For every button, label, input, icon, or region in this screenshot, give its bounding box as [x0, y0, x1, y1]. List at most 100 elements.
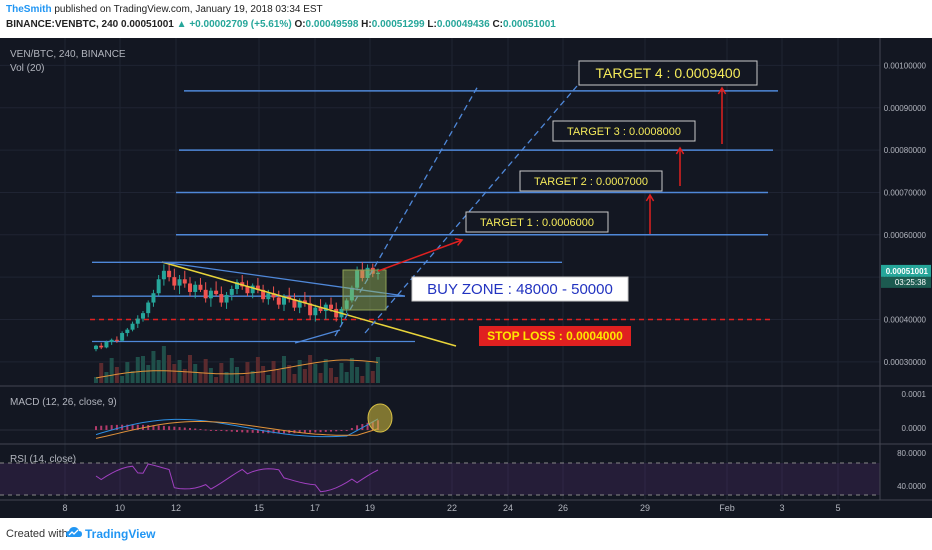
volume-bar — [329, 368, 333, 383]
target-label: TARGET 4 : 0.0009400 — [595, 65, 740, 81]
low-value: 0.00049436 — [436, 19, 490, 30]
macd-hist-bar — [319, 430, 322, 433]
volume-bar — [302, 369, 307, 383]
macd-hist-bar — [100, 425, 103, 430]
macd-highlight — [367, 403, 393, 433]
candle-body — [282, 296, 286, 305]
buy-zone-label-box — [411, 276, 629, 302]
candle-body — [344, 300, 349, 309]
volume-bar — [224, 372, 229, 383]
y-tick-label: 0.00030000 — [884, 358, 927, 367]
buy-zone-label: BUY ZONE : 48000 - 50000 — [427, 281, 613, 298]
macd-hist-bar — [215, 430, 218, 431]
macd-hist-bar — [272, 430, 275, 434]
price-chart[interactable]: TARGET 4 : 0.0009400 TARGET 3 : 0.0008000… — [0, 38, 932, 518]
macd-hist-bar — [345, 430, 348, 431]
ohlc-line: BINANCE:VENBTC, 240 0.00051001 ▲ +0.0000… — [6, 19, 556, 30]
macd-hist-bar — [115, 424, 118, 430]
volume-bar — [167, 355, 172, 383]
candle-body — [141, 313, 145, 319]
countdown-marker — [881, 276, 931, 288]
volume-bar — [282, 356, 286, 383]
macd-hist-bar — [251, 430, 254, 433]
x-tick-label: 8 — [62, 503, 67, 513]
macd-label: MACD (12, 26, close, 9) — [10, 397, 117, 408]
high-label: H: — [361, 19, 372, 30]
x-tick-label: 22 — [447, 503, 457, 513]
volume-bar — [376, 357, 380, 383]
macd-hist-bar — [309, 430, 312, 433]
y-tick-label: 0.00070000 — [884, 188, 927, 197]
last-price: 0.00051001 — [121, 19, 174, 30]
candle-body — [193, 284, 198, 292]
x-tick-label: 5 — [835, 503, 840, 513]
candle-body — [313, 307, 318, 316]
footer: Created with TradingView — [0, 518, 932, 550]
target-label-box — [465, 211, 609, 233]
candle-body — [99, 345, 104, 348]
target-label-box — [519, 170, 663, 192]
y-tick-label: 0.00090000 — [884, 104, 927, 113]
macd-hist-bar — [147, 425, 150, 430]
volume-bar — [219, 363, 224, 383]
candle-body — [161, 270, 166, 280]
macd-hist-bar — [225, 430, 228, 432]
arrow-head — [454, 237, 464, 246]
candle-body — [219, 294, 224, 303]
rsi-label: RSI (14, close) — [10, 454, 76, 465]
volume-bar — [245, 362, 250, 383]
macd-hist-bar — [152, 425, 155, 430]
macd-hist-bar — [356, 425, 359, 430]
projection-line — [334, 85, 479, 337]
arrow-head — [675, 146, 685, 155]
x-tick-label: 24 — [503, 503, 513, 513]
candle-body — [177, 279, 182, 286]
macd-hist-bar — [178, 427, 181, 430]
volume-bar — [214, 377, 219, 383]
candle-body — [318, 307, 323, 312]
macd-hist-bar — [314, 430, 317, 433]
stop-loss-label-box — [479, 326, 631, 346]
volume-bar — [355, 367, 360, 383]
candle-body — [167, 270, 172, 278]
macd-hist-bar — [283, 430, 285, 434]
macd-hist-bar — [168, 426, 171, 430]
macd-hist-bar — [126, 424, 129, 430]
level-lines — [90, 90, 778, 343]
x-tick-label: 19 — [365, 503, 375, 513]
macd-hist-bar — [183, 427, 186, 430]
candle-body — [334, 308, 339, 318]
arrow-head — [717, 86, 727, 95]
macd-tick-label: 0.0001 — [902, 390, 927, 399]
macd-line — [95, 418, 379, 438]
indicators — [0, 403, 880, 496]
author-link[interactable]: TheSmith — [6, 4, 52, 15]
candle-body — [308, 303, 313, 316]
tradingview-link[interactable]: TradingView — [66, 527, 155, 541]
stop-loss-label: STOP LOSS : 0.0004000 — [487, 329, 623, 343]
candle-body — [349, 287, 354, 301]
candle-body — [156, 279, 161, 294]
volume-bar — [360, 376, 365, 383]
x-tick-label: Feb — [719, 503, 735, 513]
y-tick-label: 0.00080000 — [884, 146, 927, 155]
target-label: TARGET 2 : 0.0007000 — [534, 176, 648, 188]
volume-bar — [94, 377, 98, 383]
projection-line — [364, 85, 578, 334]
candle-body — [323, 304, 328, 312]
trend-line — [161, 261, 457, 347]
macd-hist-bar — [157, 425, 160, 430]
macd-hist-bar — [241, 430, 244, 433]
volume-bar — [109, 358, 114, 383]
macd-hist-bar — [335, 430, 338, 432]
close-label: C: — [492, 19, 503, 30]
candle-body — [130, 323, 135, 330]
macd-hist-bar — [95, 426, 97, 430]
candle-body — [245, 286, 250, 294]
volume-bar — [198, 373, 203, 383]
macd-hist-bar — [230, 430, 233, 432]
open-label: O: — [294, 19, 306, 30]
candle-body — [250, 285, 255, 294]
volume-bar — [104, 372, 109, 383]
buy-zone-box — [342, 269, 387, 311]
